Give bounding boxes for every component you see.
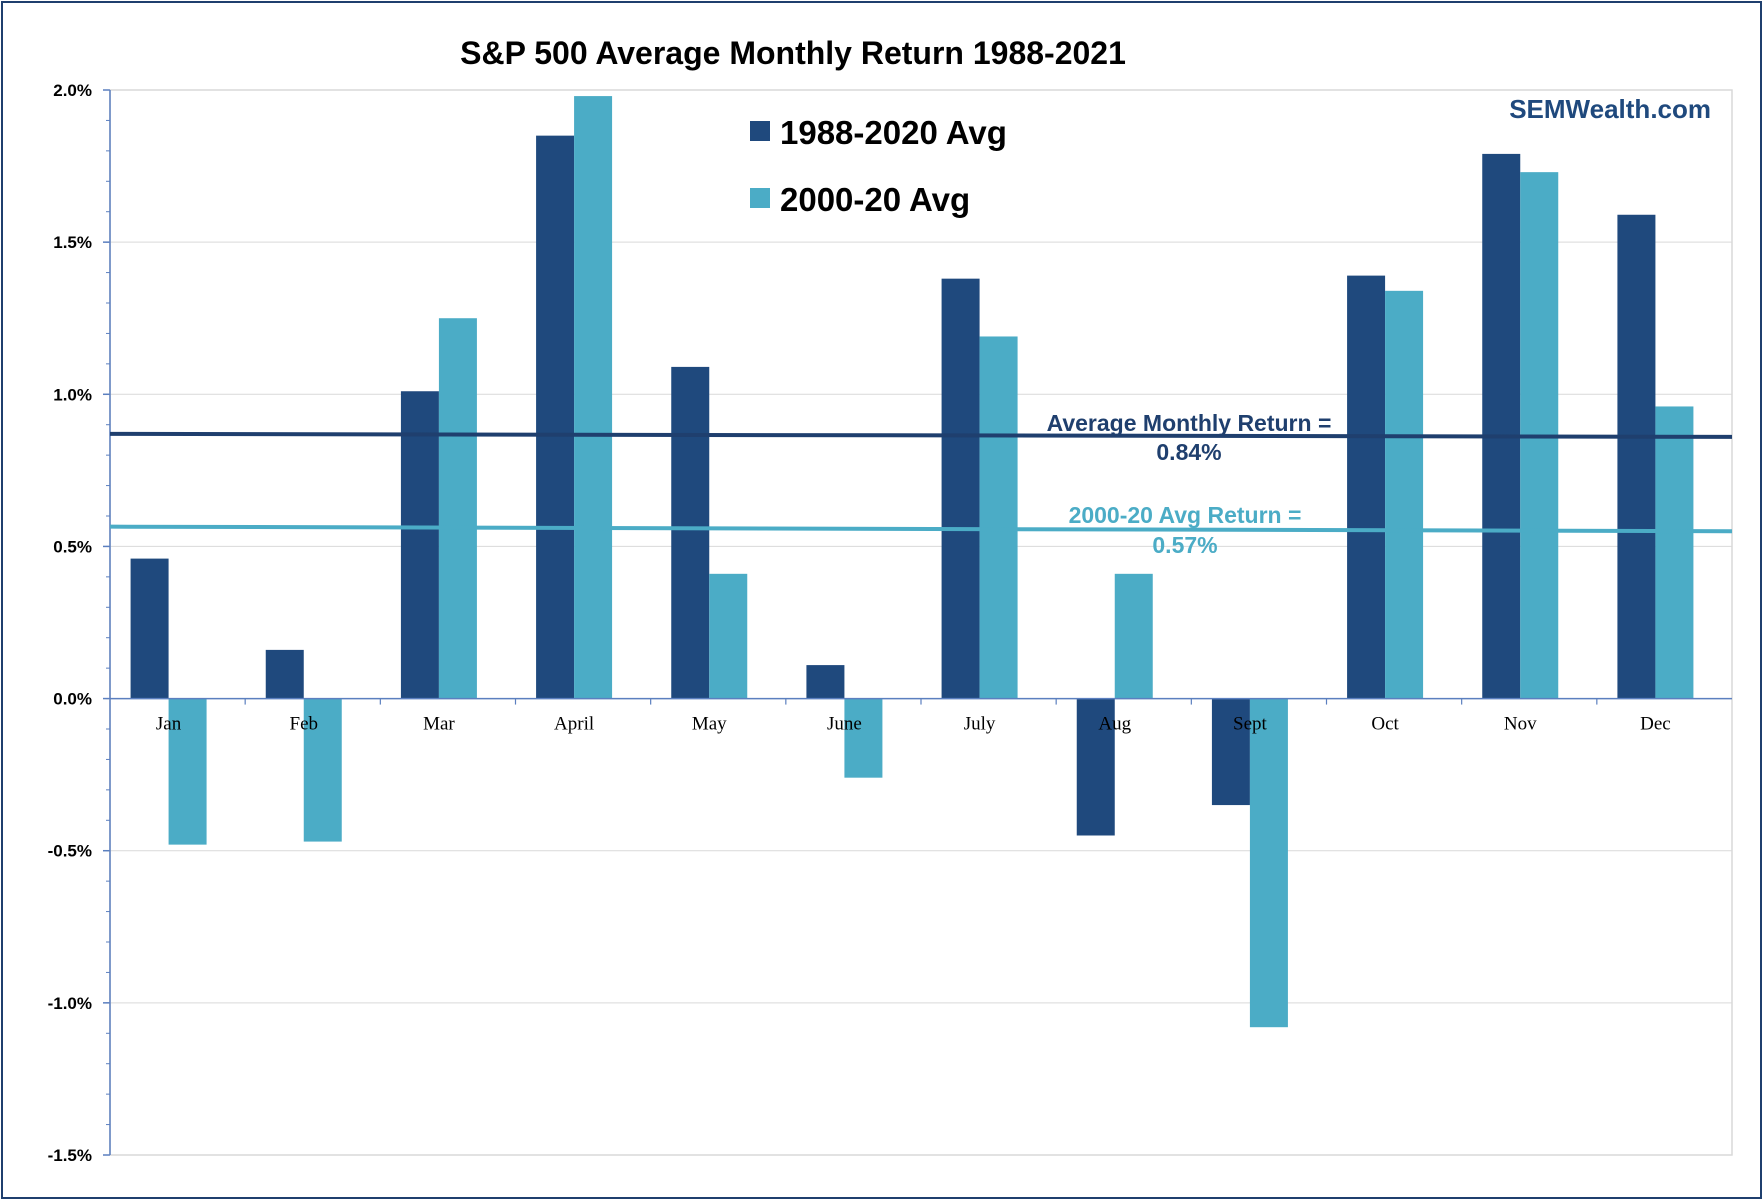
chart-title: S&P 500 Average Monthly Return 1988-2021 [460, 35, 1126, 71]
bar-sept-series-2 [1249, 698, 1288, 1028]
bar-feb-series-1 [265, 649, 304, 699]
x-tick-label-nov: Nov [1504, 714, 1537, 735]
x-tick-label-april: April [554, 714, 594, 735]
bar-may-series-1 [671, 366, 710, 699]
avg-monthly-return-label: Average Monthly Return = [1047, 410, 1332, 436]
bar-jan-series-1 [130, 558, 169, 699]
avg-2000-20-return-value: 0.57% [1152, 532, 1217, 558]
bars [130, 96, 1694, 1028]
x-tick-label-mar: Mar [423, 714, 455, 735]
bar-sept-series-1 [1211, 698, 1250, 806]
y-tick-label: 0.0% [53, 690, 92, 709]
x-tick-label-jan: Jan [156, 714, 182, 735]
bar-may-series-2 [709, 573, 748, 699]
bar-mar-series-1 [400, 391, 439, 699]
x-tick-label-july: July [964, 714, 996, 735]
x-tick-label-may: May [692, 714, 727, 735]
bar-dec-series-1 [1617, 214, 1656, 699]
bar-oct-series-2 [1385, 290, 1424, 699]
avg-2000-20-return-label: 2000-20 Avg Return = [1069, 502, 1302, 528]
y-tick-label: 1.5% [53, 233, 92, 252]
x-tick-label-dec: Dec [1640, 714, 1671, 735]
y-axis-ticks: 2.0% 1.5% 1.0% 0.5% 0.0% -0.5% -1.0% -1.5% [48, 81, 110, 1165]
bar-feb-series-2 [303, 698, 342, 842]
y-tick-label: 2.0% [53, 81, 92, 100]
x-tick-label-feb: Feb [290, 714, 319, 735]
bar-nov-series-1 [1482, 153, 1521, 699]
bar-aug-series-1 [1076, 698, 1115, 836]
avg-2000-20-return-line [109, 524, 1733, 534]
bar-july-series-2 [979, 336, 1018, 699]
bar-june-series-2 [844, 698, 883, 778]
bar-aug-series-2 [1114, 573, 1153, 699]
legend-swatch-2000-20 [750, 188, 770, 208]
legend-label-2000-20: 2000-20 Avg [780, 181, 970, 218]
legend-swatch-1988-2020 [750, 121, 770, 141]
bar-july-series-1 [941, 278, 980, 699]
bar-jan-series-2 [168, 698, 207, 845]
y-tick-label: -1.5% [48, 1146, 92, 1165]
legend-label-1988-2020: 1988-2020 Avg [780, 114, 1007, 151]
bar-mar-series-2 [438, 318, 477, 699]
bar-oct-series-1 [1347, 275, 1386, 699]
x-tick-label-sept: Sept [1233, 714, 1268, 735]
x-axis-ticks: Jan Feb Mar April May June July Aug Sept Oct Nov De… [156, 698, 1671, 735]
x-tick-label-oct: Oct [1371, 714, 1399, 735]
avg-monthly-return-value: 0.84% [1156, 439, 1221, 465]
avg-monthly-return-line [109, 431, 1733, 439]
x-tick-label-june: June [827, 714, 862, 735]
y-axis-minor-ticks [106, 89, 110, 1156]
bar-june-series-1 [806, 665, 845, 699]
bar-april-series-2 [574, 96, 613, 699]
bar-april-series-1 [536, 135, 575, 699]
y-tick-label: 0.5% [53, 537, 92, 556]
x-tick-label-aug: Aug [1098, 714, 1131, 735]
brand-watermark: SEMWealth.com [1509, 94, 1711, 124]
y-tick-label: 1.0% [53, 385, 92, 404]
y-tick-label: -1.0% [48, 994, 92, 1013]
reference-lines [109, 431, 1733, 534]
y-tick-label: -0.5% [48, 842, 92, 861]
bar-dec-series-2 [1655, 406, 1694, 699]
legend: 1988-2020 Avg 2000-20 Avg [750, 114, 1007, 218]
